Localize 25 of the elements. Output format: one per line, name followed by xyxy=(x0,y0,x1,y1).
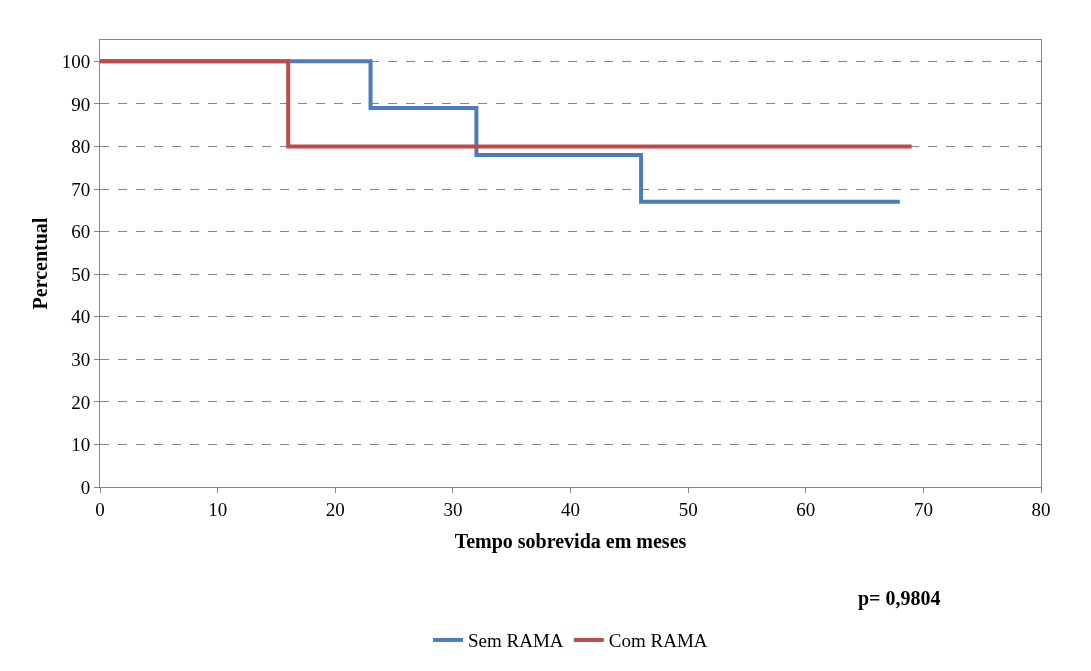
x-tick-label: 80 xyxy=(1031,498,1051,520)
x-tick-label: 10 xyxy=(208,498,228,520)
y-axis-title: Percentual xyxy=(29,217,52,310)
x-tick-label: 20 xyxy=(325,498,345,520)
x-tick-label: 30 xyxy=(443,498,463,520)
y-tick-label: 40 xyxy=(71,306,91,328)
x-tick-label: 60 xyxy=(796,498,816,520)
y-tick-label: 70 xyxy=(71,178,91,200)
y-tick-label: 10 xyxy=(71,434,91,456)
x-tick-label: 0 xyxy=(95,498,105,520)
x-tick-label: 50 xyxy=(678,498,698,520)
y-tick-label: 0 xyxy=(80,476,91,498)
y-tick-label: 50 xyxy=(71,263,91,285)
text: p= 0,9804 xyxy=(858,587,941,610)
legend-label: Sem RAMA xyxy=(468,630,564,652)
y-tick-label: 20 xyxy=(71,391,91,413)
x-tick-label: 70 xyxy=(913,498,933,520)
y-tick-label: 60 xyxy=(71,221,91,243)
x-axis-title: Tempo sobrevida em meses xyxy=(454,530,687,554)
y-tick-label: 100 xyxy=(61,50,91,72)
y-tick-label: 30 xyxy=(71,348,91,370)
x-tick-label: 40 xyxy=(561,498,580,520)
legend-label: Com RAMA xyxy=(608,630,708,652)
y-tick-label: 90 xyxy=(71,93,91,115)
y-tick-label: 80 xyxy=(71,136,91,158)
